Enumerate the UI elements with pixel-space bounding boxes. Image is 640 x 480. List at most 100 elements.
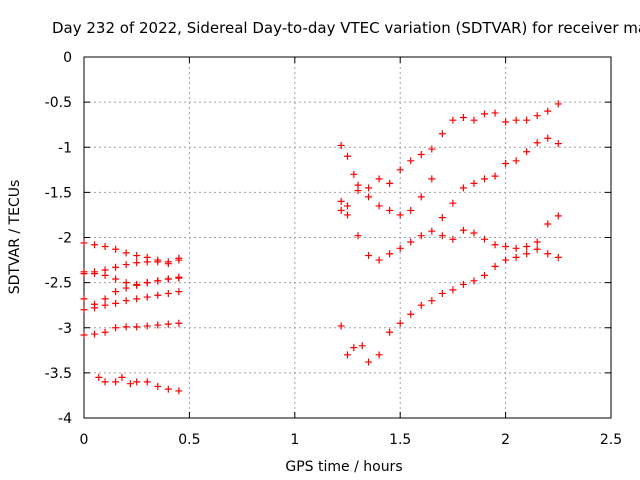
data-point xyxy=(164,289,172,297)
data-point xyxy=(95,373,103,381)
data-point xyxy=(350,344,358,352)
data-point xyxy=(365,184,373,192)
data-point xyxy=(438,214,446,222)
plot-grid xyxy=(84,57,611,418)
data-point xyxy=(365,252,373,260)
data-point xyxy=(154,321,162,329)
x-tick-label: 1.5 xyxy=(389,432,411,448)
data-point xyxy=(470,179,478,187)
data-point xyxy=(481,175,489,183)
data-point xyxy=(80,306,88,314)
data-point xyxy=(523,250,531,258)
data-point xyxy=(386,179,394,187)
series-track-7 xyxy=(95,373,183,395)
data-point xyxy=(502,256,510,264)
data-point xyxy=(502,159,510,167)
data-point xyxy=(175,288,183,296)
data-point xyxy=(417,193,425,201)
data-point xyxy=(533,139,541,147)
data-point xyxy=(337,206,345,214)
data-point xyxy=(344,152,351,160)
data-point xyxy=(354,232,362,240)
data-point xyxy=(80,270,88,278)
data-point xyxy=(533,245,541,253)
data-point xyxy=(554,140,562,148)
data-point xyxy=(101,328,109,336)
data-point xyxy=(491,262,499,270)
data-point xyxy=(459,280,467,288)
data-point xyxy=(449,199,457,207)
x-tick-label: 2.5 xyxy=(600,432,622,448)
data-point xyxy=(112,245,120,253)
data-point xyxy=(481,110,489,118)
data-point xyxy=(337,322,345,330)
data-point xyxy=(428,227,436,235)
data-point xyxy=(154,258,162,266)
data-point xyxy=(544,134,552,142)
data-point xyxy=(417,232,425,240)
data-point xyxy=(407,206,415,214)
series-track-9 xyxy=(337,134,562,222)
data-point xyxy=(143,378,151,386)
data-point xyxy=(428,175,436,183)
data-point xyxy=(175,273,183,281)
x-tick-label: 0 xyxy=(80,432,89,448)
data-point xyxy=(344,211,351,219)
data-point xyxy=(133,378,141,386)
chart-title: Day 232 of 2022, Sidereal Day-to-day VTE… xyxy=(52,19,640,37)
data-point xyxy=(438,130,446,138)
data-point xyxy=(101,243,109,251)
data-point xyxy=(449,286,457,294)
data-point xyxy=(112,299,120,307)
data-point xyxy=(428,297,436,305)
data-point xyxy=(143,322,151,330)
data-point xyxy=(417,150,425,158)
y-tick-label: -1.5 xyxy=(45,185,72,201)
data-point xyxy=(154,382,162,390)
data-point xyxy=(344,202,351,210)
series-track-1 xyxy=(80,239,183,266)
x-tick-label: 1 xyxy=(290,432,299,448)
data-point xyxy=(122,323,130,331)
data-point xyxy=(428,145,436,153)
data-point xyxy=(164,320,172,328)
data-point xyxy=(459,226,467,234)
data-point xyxy=(365,193,373,201)
data-point xyxy=(449,235,457,243)
x-tick-label: 2 xyxy=(501,432,510,448)
data-point xyxy=(122,284,130,292)
series-track-10 xyxy=(337,206,562,264)
data-point xyxy=(133,295,141,303)
data-point xyxy=(396,166,404,174)
series-track-8 xyxy=(337,100,562,192)
data-point xyxy=(396,244,404,252)
data-point xyxy=(396,319,404,327)
data-point xyxy=(154,291,162,299)
y-tick-label: -4 xyxy=(58,411,72,427)
data-point xyxy=(126,380,134,388)
data-point xyxy=(375,351,383,359)
data-point xyxy=(80,295,88,303)
data-point xyxy=(386,328,394,336)
data-point xyxy=(350,170,358,178)
data-point xyxy=(491,109,499,117)
data-point xyxy=(470,277,478,285)
y-axis-label: SDTVAR / TECUs xyxy=(7,180,23,295)
y-tick-label: -2.5 xyxy=(45,276,72,292)
data-point xyxy=(344,351,351,359)
data-point xyxy=(459,113,467,121)
data-point xyxy=(175,254,183,262)
data-point xyxy=(533,238,541,246)
data-point xyxy=(122,261,130,269)
data-point xyxy=(175,387,183,395)
y-tick-label: -3.5 xyxy=(45,366,72,382)
data-point xyxy=(523,116,531,124)
data-point xyxy=(164,275,172,283)
data-point xyxy=(101,378,109,386)
data-point xyxy=(512,244,520,252)
data-point xyxy=(375,175,383,183)
data-point xyxy=(133,281,141,289)
data-point xyxy=(358,342,366,350)
data-points xyxy=(80,100,562,395)
data-point xyxy=(101,295,109,303)
